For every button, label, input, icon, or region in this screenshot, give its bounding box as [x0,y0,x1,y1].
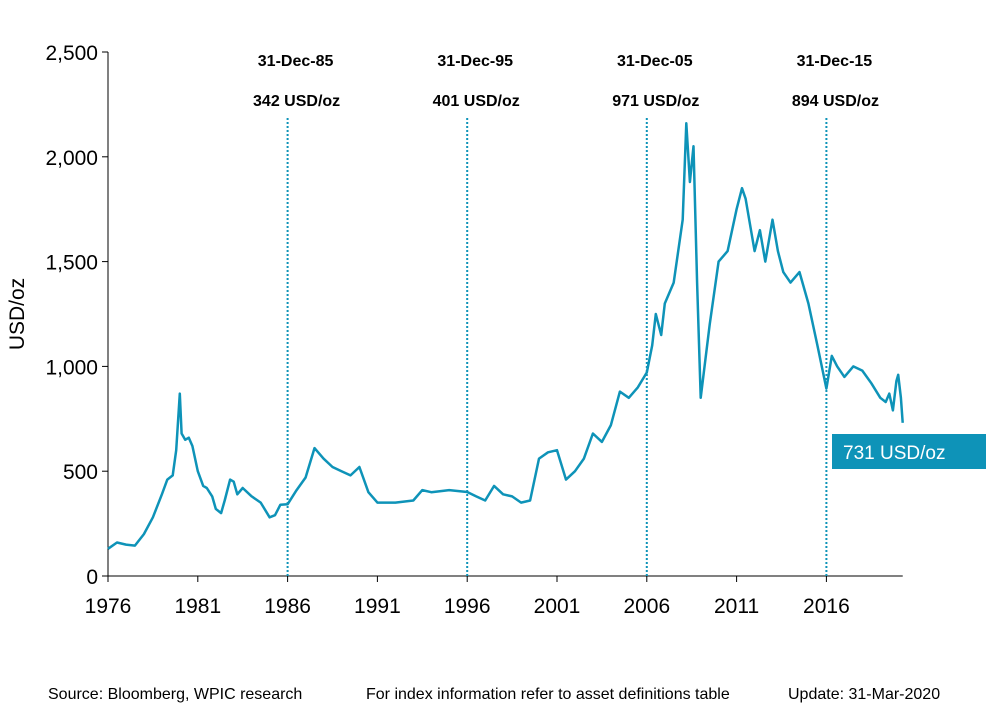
x-tick-label: 2006 [623,595,670,618]
x-tick-label: 1986 [264,595,311,618]
y-tick-label: 1,000 [45,356,98,379]
x-tick-label: 1991 [354,595,401,618]
annotation-date: 31-Dec-15 [797,53,873,70]
annotation-value: 342 USD/oz [253,93,340,110]
annotation-date: 31-Dec-85 [258,53,334,70]
y-tick-label: 1,500 [45,252,98,275]
x-tick-label: 2016 [803,595,850,618]
x-tick-label: 1981 [174,595,221,618]
x-tick-label: 2001 [534,595,581,618]
y-tick-label: 2,000 [45,147,98,170]
y-tick-label: 2,500 [45,42,98,65]
source-note: Source: Bloomberg, WPIC research [48,686,303,703]
callout-box [832,434,986,469]
index-note: For index information refer to asset def… [366,686,730,703]
annotation-date: 31-Dec-05 [617,53,693,70]
callout-label: 731 USD/oz [843,443,945,464]
annotation-value: 971 USD/oz [612,93,699,110]
x-tick-label: 1976 [85,595,132,618]
y-tick-label: 0 [86,566,98,589]
price-line [107,122,904,550]
annotation-value: 894 USD/oz [792,93,879,110]
y-tick-label: 500 [63,461,98,484]
y-axis-label: USD/oz [6,278,29,350]
annotation-value: 401 USD/oz [433,93,520,110]
annotation-date: 31-Dec-95 [437,53,513,70]
update-date: Update: 31-Mar-2020 [788,686,941,703]
x-tick-label: 1996 [444,595,491,618]
x-tick-label: 2011 [714,595,759,618]
